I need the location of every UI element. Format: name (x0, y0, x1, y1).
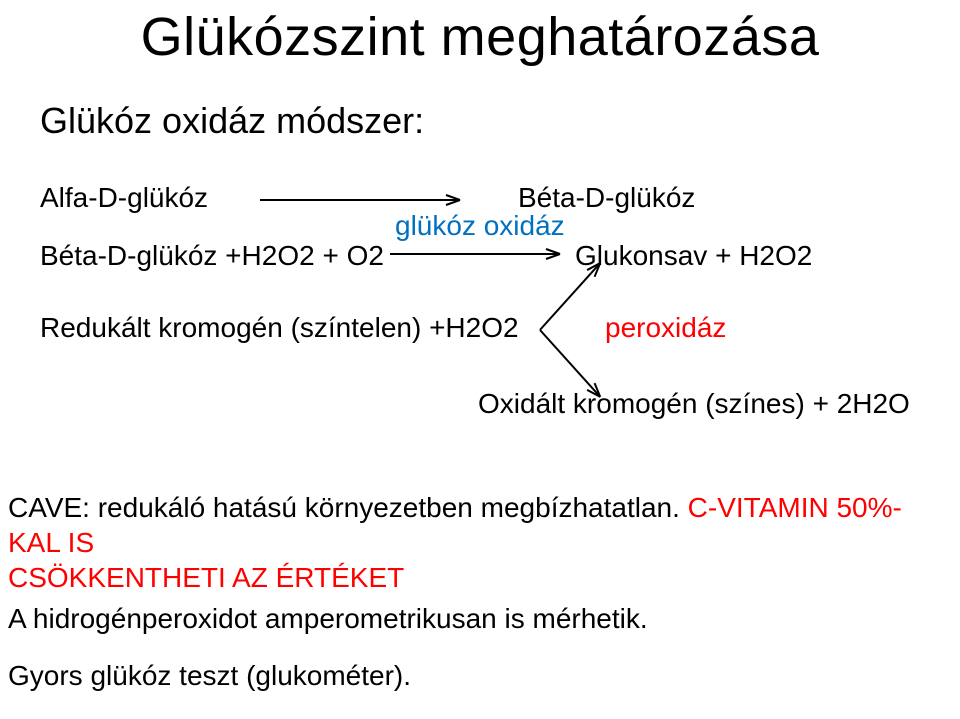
cave-block: CAVE: redukáló hatású környezetben megbí… (8, 490, 952, 693)
subtitle: Glükóz oxidáz módszer: (40, 100, 424, 142)
cave-line-1: CAVE: redukáló hatású környezetben megbí… (8, 490, 952, 560)
arrow-1 (244, 184, 476, 216)
page-root: Glükózszint meghatározása Glükóz oxidáz … (0, 0, 960, 719)
cave-line-4: Gyors glükóz teszt (glukométer). (8, 658, 952, 693)
cave-line-1-prefix: CAVE: redukáló hatású környezetben megbí… (8, 492, 688, 523)
label-reduced-chromogen: Redukált kromogén (színtelen) +H2O2 (40, 312, 519, 344)
cave-line-2: CSÖKKENTHETI AZ ÉRTÉKET (8, 560, 952, 595)
arrow-4 (524, 247, 616, 346)
label-beta-d-glucose-left: Béta-D-glükóz +H2O2 + O2 (40, 240, 384, 272)
cave-line-3: A hidrogénperoxidot amperometrikusan is … (8, 601, 952, 636)
label-peroxidase: peroxidáz (605, 312, 726, 344)
page-title: Glükózszint meghatározása (0, 6, 960, 68)
label-alpha-d-glucose: Alfa-D-glükóz (40, 182, 208, 214)
